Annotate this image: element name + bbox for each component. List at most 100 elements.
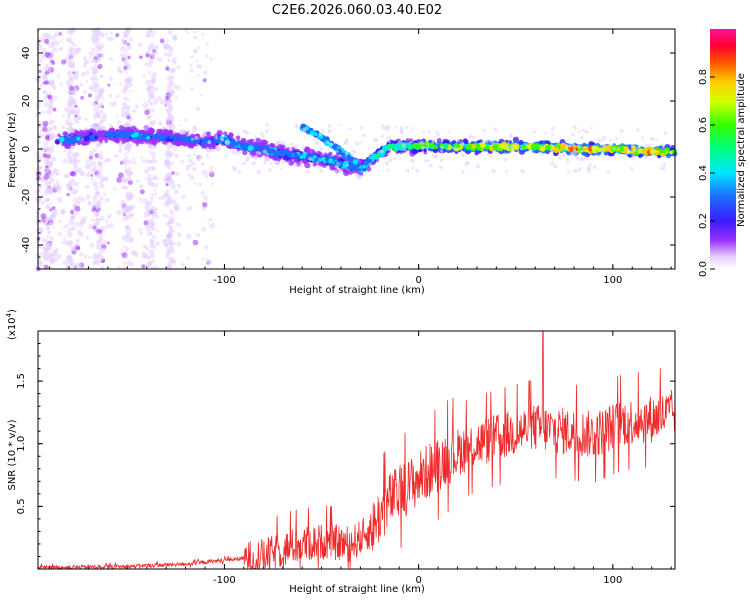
faint-point: [350, 152, 354, 157]
faint-point: [231, 148, 235, 152]
ridge-point: [268, 148, 274, 154]
noise-point: [190, 63, 193, 66]
noise-point: [116, 68, 122, 74]
faint-point: [253, 155, 257, 159]
noise-point: [44, 167, 50, 173]
faint-point: [265, 129, 269, 134]
noise-point: [151, 50, 155, 54]
ridge-point: [242, 143, 247, 148]
ridge-point: [539, 145, 546, 152]
band-point: [57, 133, 61, 137]
band-point: [255, 137, 261, 144]
noise-point: [184, 118, 189, 122]
noise-point: [201, 32, 205, 36]
snr-frame: [37, 330, 676, 570]
noise-point: [166, 264, 171, 269]
noise-point: [147, 98, 152, 103]
noise-point: [68, 58, 72, 63]
noise-point: [70, 52, 74, 56]
band-point: [508, 140, 512, 144]
noise-point: [48, 61, 52, 65]
noise-point: [73, 157, 77, 160]
noise-point: [66, 254, 72, 261]
faint-point: [663, 131, 668, 136]
noise-point: [67, 155, 72, 160]
noise-point: [90, 37, 95, 42]
noise-point: [193, 35, 198, 40]
branch-point: [352, 159, 359, 165]
faint-point: [550, 132, 554, 136]
noise-point: [200, 191, 205, 196]
faint-point: [493, 127, 498, 131]
noise-point: [154, 45, 159, 50]
faint-point: [192, 126, 196, 130]
noise-point: [152, 93, 155, 97]
noise-point: [209, 222, 216, 229]
colorbar-ticks: 0.0 0.2 0.4 0.6 0.8: [698, 69, 715, 277]
noise-point: [153, 30, 157, 34]
noise-point: [89, 155, 93, 160]
ridge-point: [69, 136, 74, 141]
noise-point: [151, 266, 154, 269]
faint-point: [403, 148, 407, 152]
noise-point: [52, 226, 55, 230]
noise-point: [101, 116, 107, 122]
faint-point: [368, 162, 372, 166]
noise-point: [73, 118, 78, 123]
noise-point: [163, 238, 169, 244]
noise-point: [152, 99, 159, 105]
x-tick-label: 100: [603, 275, 622, 286]
faint-point: [577, 144, 582, 149]
faint-point: [252, 138, 256, 143]
noise-point: [104, 220, 109, 224]
noise-point: [169, 91, 175, 97]
noise-point: [108, 222, 115, 229]
band-point: [64, 131, 69, 136]
faint-point: [314, 140, 319, 145]
noise-point: [44, 80, 50, 85]
faint-point: [189, 164, 193, 168]
noise-point: [70, 61, 75, 66]
noise-point: [122, 261, 126, 265]
noise-point: [83, 254, 88, 259]
noise-point: [67, 113, 72, 117]
noise-point: [120, 199, 126, 206]
faint-point: [626, 150, 630, 154]
faint-point: [410, 158, 414, 162]
noise-point: [75, 222, 80, 227]
noise-point: [162, 190, 165, 193]
noise-point: [93, 58, 99, 64]
noise-point: [147, 219, 153, 224]
noise-point: [142, 245, 147, 249]
noise-point: [162, 42, 169, 49]
noise-point: [68, 29, 74, 36]
snr-y-multiplier: (x104): [5, 309, 18, 340]
faint-point: [486, 152, 490, 156]
noise-point: [92, 40, 96, 44]
ridge-point: [176, 135, 181, 140]
noise-point: [40, 244, 46, 250]
noise-point: [166, 215, 170, 218]
ridge-point: [606, 144, 612, 150]
noise-point: [51, 99, 55, 103]
band-point: [223, 131, 228, 136]
noise-point: [124, 254, 129, 259]
faint-point: [419, 140, 424, 145]
noise-point: [42, 153, 48, 158]
snr-series-line: [37, 330, 676, 570]
noise-point: [148, 120, 154, 126]
faint-point: [400, 131, 404, 135]
noise-point: [70, 210, 75, 215]
noise-point: [188, 158, 194, 164]
faint-point: [215, 136, 218, 140]
noise-point: [97, 63, 103, 70]
noise-point: [125, 104, 130, 110]
faint-point: [612, 147, 616, 151]
noise-point: [150, 207, 155, 212]
noise-point: [65, 127, 70, 132]
noise-point: [142, 102, 149, 109]
faint-point: [245, 158, 250, 163]
noise-point: [125, 191, 132, 198]
noise-point: [124, 247, 130, 252]
